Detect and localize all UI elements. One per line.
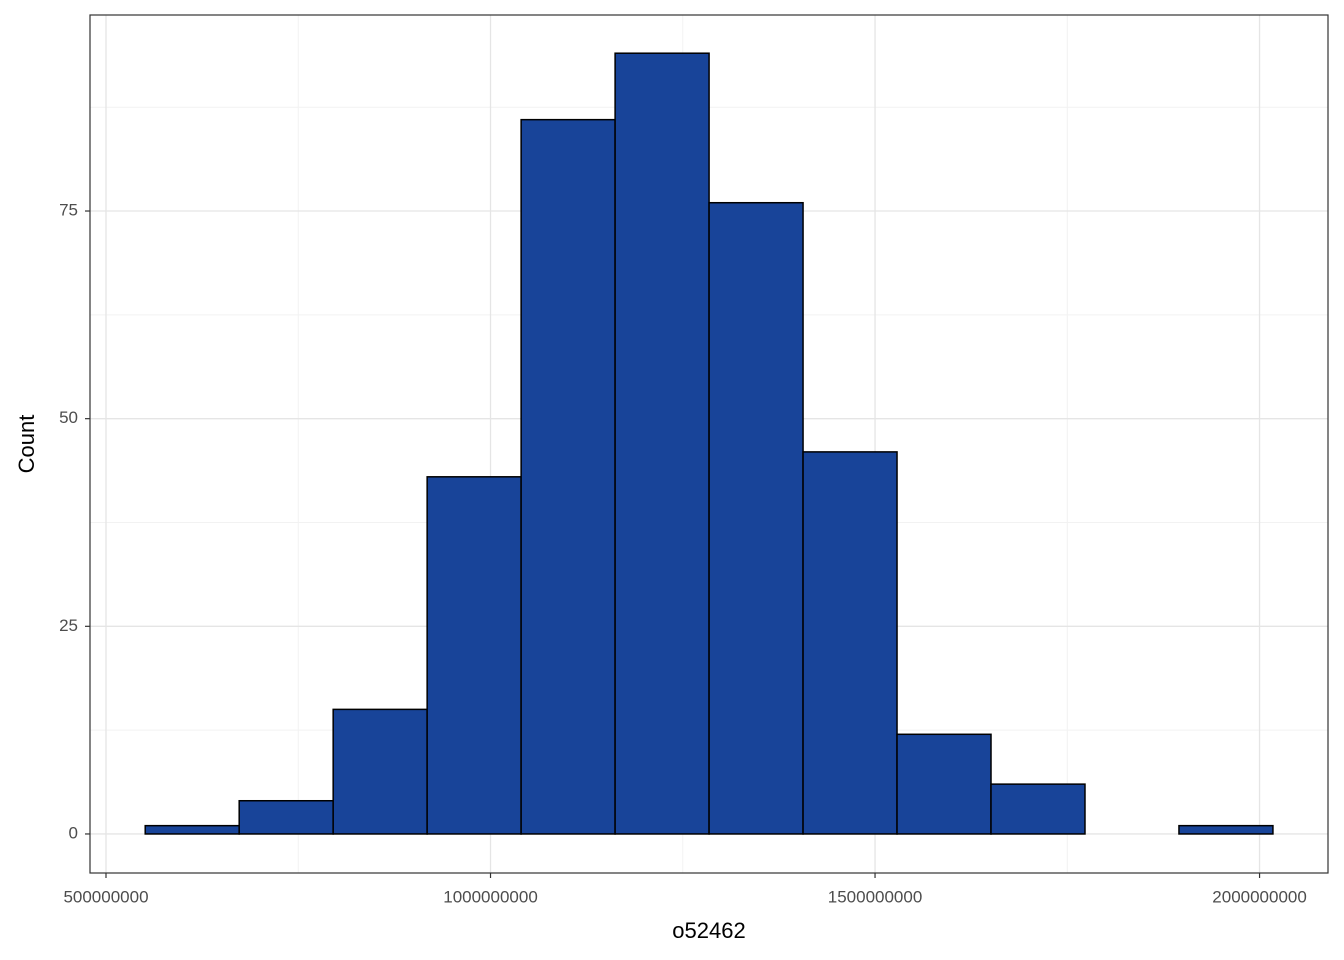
bar	[144, 824, 240, 835]
x-tick-label: 500000000	[63, 887, 148, 906]
bar	[520, 118, 616, 835]
y-axis-title: Count	[14, 415, 39, 474]
y-tick-label: 0	[69, 823, 78, 842]
x-tick-label: 1000000000	[443, 887, 538, 906]
bar	[802, 451, 898, 835]
y-tick-label: 75	[59, 201, 78, 220]
bar	[238, 799, 334, 835]
bar	[332, 708, 428, 835]
bar	[708, 201, 804, 835]
x-axis-title: o52462	[672, 918, 745, 943]
bar	[1178, 824, 1274, 835]
x-tick-label: 2000000000	[1212, 887, 1307, 906]
panel-border	[89, 14, 1329, 874]
axes: 500000000 1000000000 1500000000 2000000000 0…	[59, 201, 1307, 907]
x-tick-label: 1500000000	[828, 887, 923, 906]
y-tick-label: 25	[59, 616, 78, 635]
y-tick-label: 50	[59, 408, 78, 427]
bar	[426, 476, 522, 835]
bar	[896, 733, 992, 835]
bar	[614, 52, 710, 835]
bars	[144, 52, 1274, 835]
bar	[990, 783, 1086, 835]
